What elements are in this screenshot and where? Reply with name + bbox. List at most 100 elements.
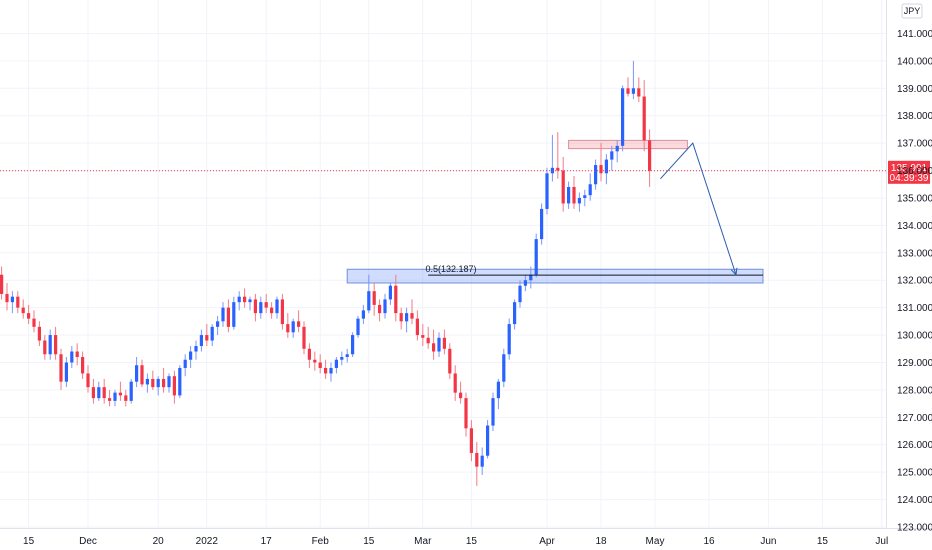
x-tick-label: 15: [466, 536, 478, 547]
resistance-zone[interactable]: [568, 139, 688, 150]
candle-down: [459, 381, 463, 404]
x-tick-label: Mar: [414, 536, 432, 547]
y-tick-label: 123.000: [897, 523, 932, 534]
candle-body: [151, 378, 155, 388]
candle-up: [540, 203, 544, 245]
candle-down: [297, 310, 301, 333]
candle-down: [205, 324, 209, 347]
candle-up: [216, 315, 220, 336]
candle-body: [502, 354, 506, 382]
candle-body: [475, 452, 479, 467]
y-tick-label: 128.000: [897, 385, 932, 396]
candle-down: [243, 288, 247, 308]
candle-body: [124, 395, 128, 401]
candle-body: [86, 373, 90, 388]
candle-body: [286, 324, 290, 333]
candle-body: [32, 318, 36, 327]
candle-body: [588, 184, 592, 196]
candle-body: [594, 165, 598, 185]
candle-body: [226, 307, 230, 327]
candle-down: [253, 293, 257, 322]
candle-body: [577, 197, 581, 204]
candle-up: [329, 362, 333, 382]
candle-down: [54, 326, 58, 360]
y-tick-label: 140.000: [897, 56, 932, 67]
candle-up: [631, 60, 635, 100]
candle-body: [145, 378, 149, 385]
candle-down: [426, 326, 430, 349]
candle-up: [621, 85, 625, 152]
candle-up: [334, 357, 338, 374]
candle-up: [437, 332, 441, 357]
candle-body: [642, 96, 646, 141]
candle-body: [183, 359, 187, 368]
candle-up: [361, 304, 365, 325]
candle-body: [253, 299, 257, 314]
candle-body: [340, 357, 344, 360]
candle-body: [388, 285, 392, 300]
y-tick-label: 139.000: [897, 84, 932, 95]
candle-down: [59, 348, 63, 390]
candle-body: [113, 392, 117, 401]
candle-body: [545, 173, 549, 209]
y-tick-label: 133.000: [897, 248, 932, 259]
candle-up: [356, 315, 360, 338]
candle-up: [70, 346, 74, 368]
x-tick-label: 15: [363, 536, 375, 547]
candle-up: [383, 293, 387, 319]
candle-down: [264, 293, 268, 314]
candle-body: [486, 425, 490, 456]
candle-down: [286, 313, 290, 338]
candle-body: [243, 296, 247, 303]
candle-body: [372, 291, 376, 305]
candle-up: [518, 280, 522, 308]
y-tick-label: 130.000: [897, 331, 932, 342]
candle-body: [329, 367, 333, 374]
candle-body: [297, 321, 301, 327]
candle-up: [545, 167, 549, 215]
projection-path[interactable]: [660, 142, 737, 275]
candle-up: [523, 274, 527, 292]
candle-up: [610, 145, 614, 171]
x-tick-label: Jul: [875, 536, 888, 547]
candle-body: [129, 381, 133, 401]
candle-body: [356, 318, 360, 336]
candle-body: [421, 335, 425, 338]
zones[interactable]: [346, 139, 764, 284]
current-price-countdown: 04:39:39: [890, 173, 929, 184]
candle-body: [280, 299, 284, 325]
candle-down: [453, 365, 457, 401]
candle-body: [21, 307, 25, 314]
candle-body: [97, 387, 101, 399]
candle-body: [518, 285, 522, 303]
candle-down: [307, 343, 311, 368]
candle-up: [594, 159, 598, 190]
candle-down: [118, 381, 122, 401]
candle-down: [394, 274, 398, 322]
candle-up: [588, 173, 592, 201]
candle-body: [399, 313, 403, 322]
candle-body: [513, 302, 517, 325]
candle-down: [280, 293, 284, 330]
candle-down: [32, 310, 36, 333]
candle-body: [140, 365, 144, 385]
candle-body: [199, 335, 203, 347]
support-zone[interactable]: [346, 268, 764, 284]
projection-arrowhead: [730, 267, 738, 276]
candle-up: [194, 340, 198, 360]
y-tick-label: 134.000: [897, 221, 932, 232]
candle-body: [264, 302, 268, 308]
candle-body: [496, 381, 500, 399]
currency-badge[interactable]: JPY: [901, 3, 923, 19]
x-tick-label: 16: [703, 536, 715, 547]
candle-body: [529, 274, 533, 281]
candle-body: [135, 365, 139, 382]
candle-down: [86, 365, 90, 393]
candle-body: [405, 313, 409, 322]
candle-down: [642, 80, 646, 152]
